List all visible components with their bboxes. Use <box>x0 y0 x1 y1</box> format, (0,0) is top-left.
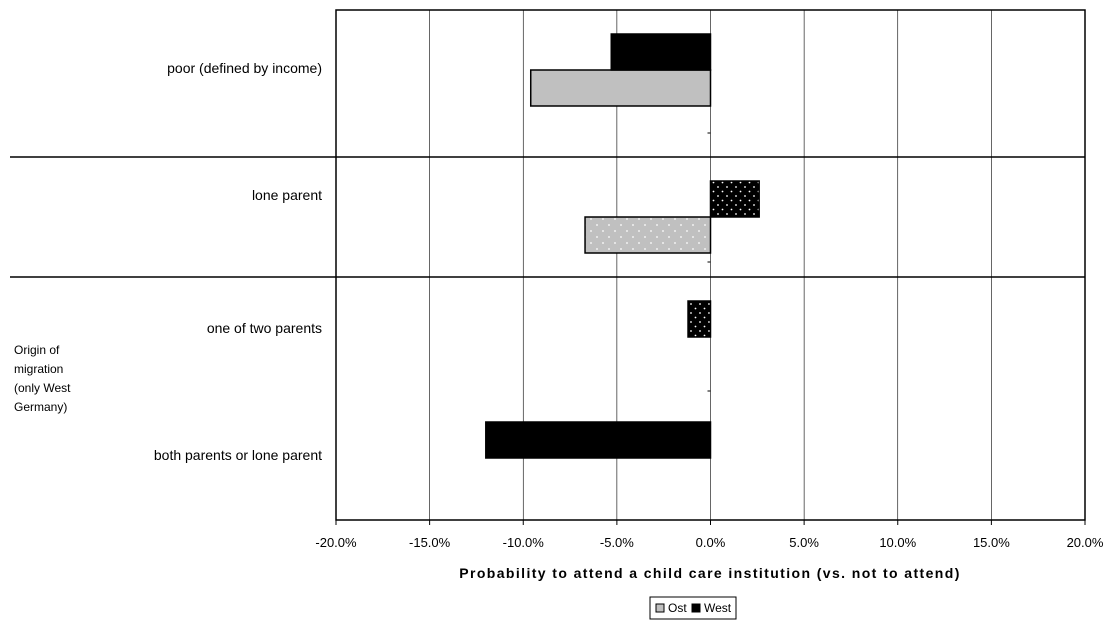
bars <box>485 33 760 459</box>
x-tick-label: -10.0% <box>503 535 545 550</box>
category-separators <box>10 132 1085 392</box>
bar-west <box>610 33 712 71</box>
group-label: Origin of migration (only West Germany) <box>14 343 71 414</box>
category-label: one of two parents <box>207 320 322 336</box>
x-axis-title: Probability to attend a child care insti… <box>459 565 961 581</box>
category-label: both parents or lone parent <box>154 447 322 463</box>
plot-area-border <box>335 9 1086 521</box>
x-tick-label: 10.0% <box>879 535 916 550</box>
legend-label-west: West <box>704 601 732 615</box>
category-labels: poor (defined by income) lone parent one o… <box>154 60 322 463</box>
x-tick-label: -20.0% <box>315 535 357 550</box>
x-tick-label: 15.0% <box>973 535 1010 550</box>
legend-swatch-west <box>691 603 701 613</box>
x-tick-labels: -20.0% -15.0% -10.0% -5.0% 0.0% 5.0% 10.0% 15.0… <box>315 535 1103 550</box>
group-label-line: Origin of <box>14 343 60 357</box>
x-tick-label: -5.0% <box>600 535 634 550</box>
bar-west <box>687 300 712 338</box>
group-label-line: (only West <box>14 381 71 395</box>
x-tick-label: 5.0% <box>789 535 819 550</box>
bar-west <box>709 180 760 218</box>
bar-ost <box>529 69 712 107</box>
category-label: poor (defined by income) <box>167 60 322 76</box>
group-label-line: Germany) <box>14 400 67 414</box>
x-tick-label: 20.0% <box>1067 535 1104 550</box>
legend: Ost West <box>649 596 737 620</box>
group-label-line: migration <box>14 362 63 376</box>
bar-ost <box>584 216 712 254</box>
bar-west <box>485 421 712 459</box>
category-label: lone parent <box>252 187 322 203</box>
legend-label-ost: Ost <box>668 601 687 615</box>
x-tick-label: 0.0% <box>696 535 726 550</box>
legend-swatch-ost <box>655 603 665 613</box>
x-tick-label: -15.0% <box>409 535 451 550</box>
